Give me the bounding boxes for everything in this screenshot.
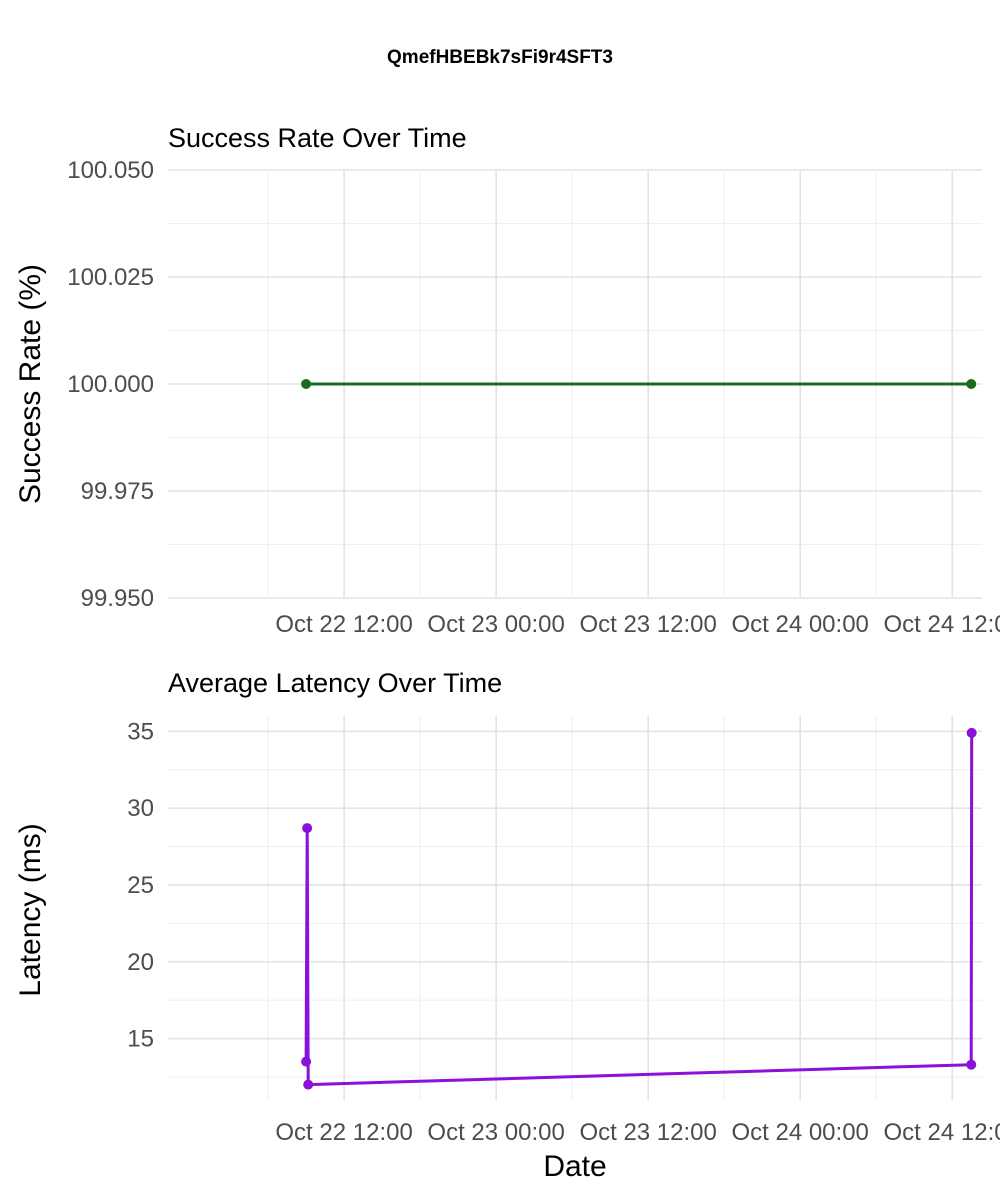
x-tick-label: Oct 24 12:00 <box>884 1119 1000 1146</box>
x-tick-label: Oct 23 00:00 <box>427 611 564 638</box>
y-tick-label: 100.000 <box>67 371 154 398</box>
success-rate-panel: Success Rate Over Time Success Rate (%) … <box>14 123 1000 638</box>
y-tick-label: 100.050 <box>67 157 154 184</box>
data-point <box>966 379 977 389</box>
data-point <box>301 379 312 389</box>
data-point <box>966 1059 977 1070</box>
x-tick-label: Oct 24 12:00 <box>884 611 1000 638</box>
x-axis-label: Date <box>543 1150 606 1183</box>
x-tick-label: Oct 22 12:00 <box>275 611 412 638</box>
data-point <box>303 1079 314 1090</box>
data-point <box>966 727 977 738</box>
data-point <box>301 1056 312 1067</box>
x-tick-label: Oct 24 00:00 <box>731 1119 868 1146</box>
y-tick-label: 99.950 <box>81 585 154 612</box>
grid <box>168 716 982 1100</box>
series-line <box>304 732 974 1087</box>
y-tick-label: 30 <box>127 795 154 822</box>
latency-panel: Average Latency Over Time Latency (ms) O… <box>14 668 1000 1146</box>
latency-y-axis-label: Latency (ms) <box>14 823 47 996</box>
x-tick-label: Oct 22 12:00 <box>275 1119 412 1146</box>
success-rate-title: Success Rate Over Time <box>168 123 467 153</box>
x-tick-label: Oct 23 12:00 <box>579 1119 716 1146</box>
data-point <box>302 823 313 834</box>
success-rate-y-axis-label: Success Rate (%) <box>14 264 47 504</box>
y-tick-label: 99.975 <box>81 478 154 505</box>
y-tick-label: 15 <box>127 1026 154 1053</box>
x-tick-label: Oct 23 12:00 <box>579 611 716 638</box>
x-tick-label: Oct 24 00:00 <box>731 611 868 638</box>
y-tick-label: 35 <box>127 718 154 745</box>
page-title: QmefHBEBk7sFi9r4SFT3 <box>387 47 613 68</box>
y-tick-label: 20 <box>127 949 154 976</box>
y-tick-label: 100.025 <box>67 264 154 291</box>
y-tick-label: 25 <box>127 872 154 899</box>
x-tick-label: Oct 23 00:00 <box>427 1119 564 1146</box>
latency-title: Average Latency Over Time <box>168 668 502 698</box>
